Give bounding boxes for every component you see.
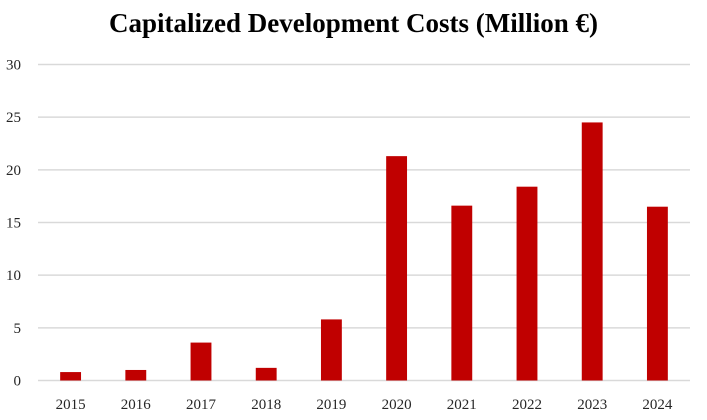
bar-2018	[255, 367, 277, 381]
bar-2024	[646, 206, 668, 381]
y-tick-label: 5	[14, 321, 22, 337]
x-tick-label: 2015	[56, 397, 86, 413]
x-axis-ticks: 2015 2016 2017 2018 2019 2020 2021 2022 2023 2024	[56, 397, 673, 413]
y-tick-label: 30	[6, 58, 21, 74]
bar-2017	[190, 342, 212, 381]
bar-2021	[451, 205, 473, 381]
x-tick-label: 2024	[642, 397, 673, 413]
gridlines	[38, 63, 690, 382]
chart-title: Capitalized Development Costs (Million €…	[109, 8, 598, 38]
x-tick-label: 2021	[447, 397, 477, 413]
x-tick-label: 2016	[121, 397, 152, 413]
x-tick-label: 2019	[316, 397, 346, 413]
bar-2023	[581, 122, 603, 381]
bars	[60, 122, 668, 381]
x-tick-label: 2023	[577, 397, 607, 413]
bar-2015	[60, 372, 82, 381]
y-axis-ticks: 0 5 10 15 20 25 30	[6, 58, 21, 390]
x-tick-label: 2022	[512, 397, 542, 413]
bar-2019	[320, 319, 342, 381]
x-tick-label: 2020	[382, 397, 412, 413]
x-tick-label: 2017	[186, 397, 217, 413]
bar-2020	[386, 156, 408, 381]
y-tick-label: 0	[14, 374, 22, 390]
y-tick-label: 10	[6, 268, 21, 284]
bar-2016	[125, 369, 147, 381]
x-tick-label: 2018	[251, 397, 281, 413]
y-tick-label: 20	[6, 163, 21, 179]
y-tick-label: 15	[6, 216, 21, 232]
bar-2022	[516, 186, 538, 381]
y-tick-label: 25	[6, 110, 21, 126]
